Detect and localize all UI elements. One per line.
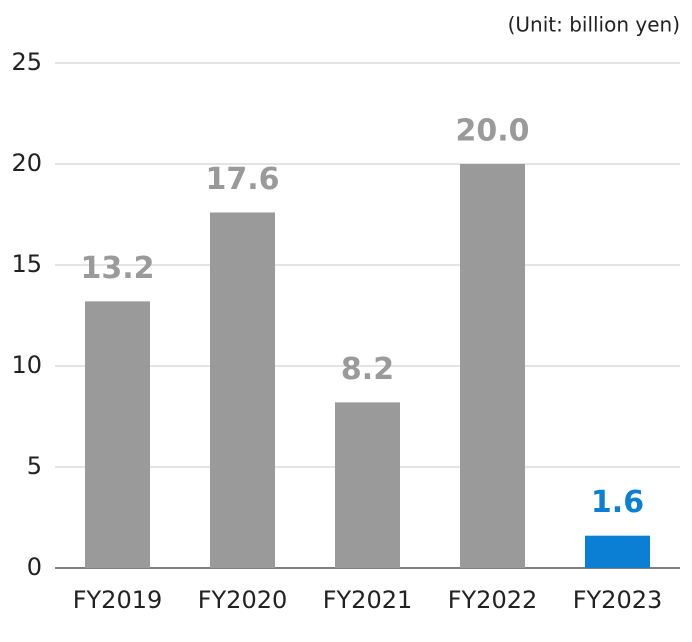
x-tick-label: FY2021 [323,586,413,614]
y-tick-label: 15 [11,250,42,278]
x-tick-label: FY2023 [573,586,663,614]
x-tick-label: FY2020 [198,586,288,614]
value-label: 20.0 [455,114,529,149]
value-label: 13.2 [80,251,154,286]
y-tick-label: 5 [27,452,42,480]
bar [460,164,525,568]
y-tick-label: 20 [11,149,42,177]
y-tick-label: 25 [11,48,42,76]
bar [210,212,275,569]
bar [585,535,650,568]
x-tick-label: FY2022 [448,586,538,614]
y-tick-label: 10 [11,351,42,379]
bar [335,402,400,568]
bar [85,301,150,568]
value-label: 8.2 [341,352,394,387]
value-label: 17.6 [205,162,279,197]
unit-label: (Unit: billion yen) [508,13,680,37]
x-tick-label: FY2019 [73,586,163,614]
value-label: 1.6 [591,485,644,520]
y-tick-label: 0 [27,553,42,581]
